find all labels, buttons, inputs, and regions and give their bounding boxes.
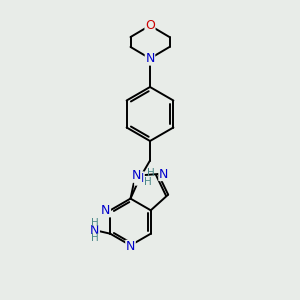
- Text: H: H: [91, 233, 98, 243]
- Text: N: N: [101, 204, 110, 217]
- Text: O: O: [145, 19, 155, 32]
- Text: N: N: [135, 172, 144, 185]
- Text: N: N: [90, 224, 99, 237]
- Text: H: H: [147, 168, 155, 178]
- Text: N: N: [159, 167, 168, 181]
- Text: N: N: [145, 52, 155, 65]
- Text: N: N: [126, 240, 135, 254]
- Text: H: H: [91, 218, 98, 228]
- Text: N: N: [132, 169, 142, 182]
- Text: H: H: [144, 177, 152, 187]
